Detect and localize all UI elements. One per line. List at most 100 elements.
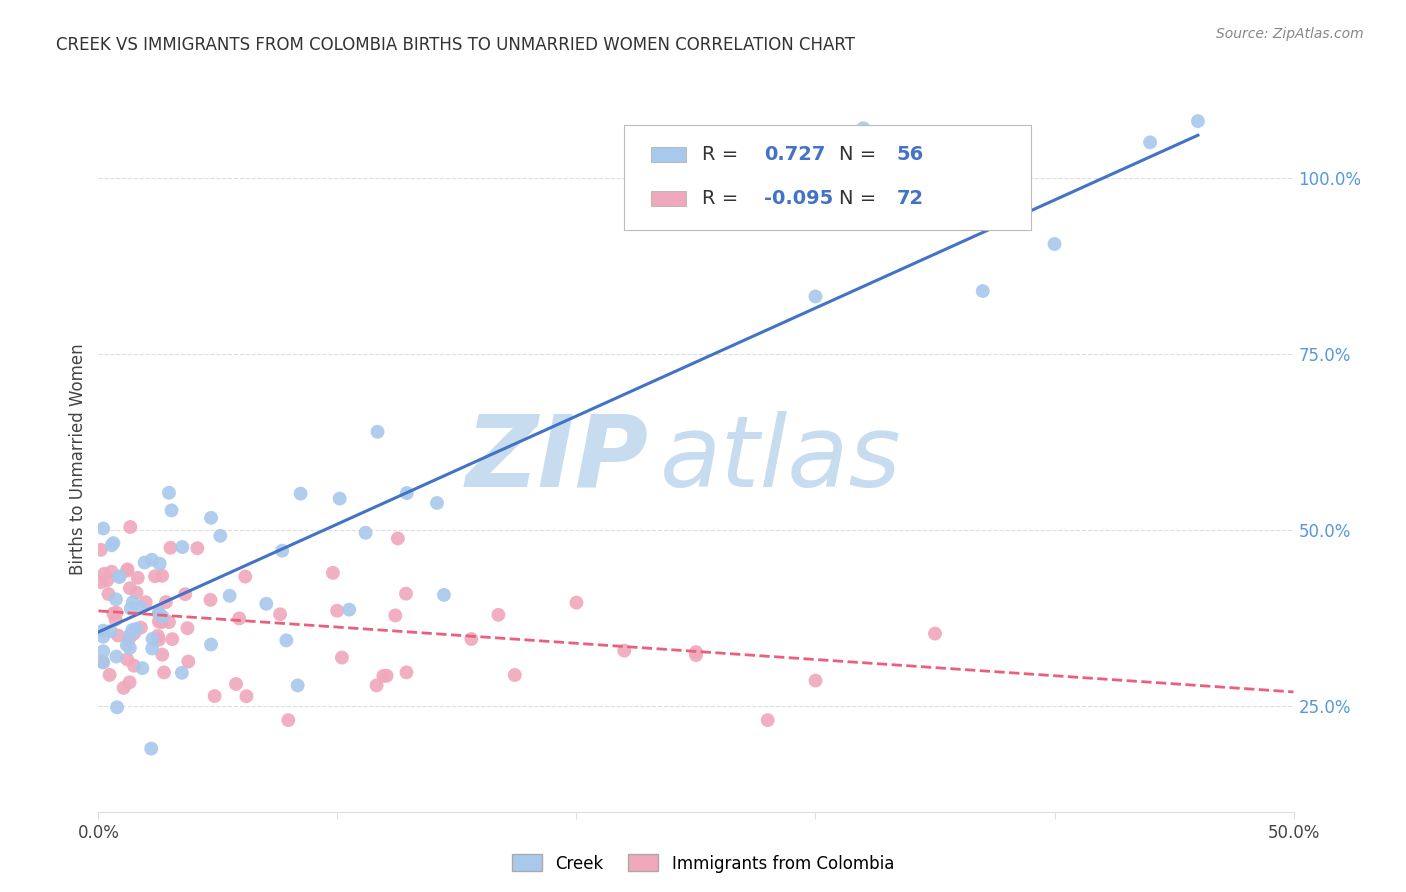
Point	[157, 485, 180, 500]
FancyBboxPatch shape	[624, 125, 1031, 230]
Point	[91, 521, 114, 535]
Point	[152, 610, 174, 624]
Point	[329, 491, 352, 506]
Point	[685, 645, 707, 659]
Point	[103, 536, 125, 550]
Point	[118, 632, 141, 646]
Point	[105, 606, 128, 620]
Point	[93, 566, 115, 581]
Point	[100, 624, 122, 639]
Point	[503, 668, 526, 682]
Point	[155, 595, 177, 609]
Point	[148, 615, 170, 629]
Point	[287, 678, 309, 692]
Point	[924, 626, 946, 640]
Point	[103, 607, 125, 621]
Point	[269, 607, 291, 622]
Point	[486, 607, 509, 622]
Point	[460, 632, 482, 646]
Point	[276, 633, 298, 648]
Point	[326, 604, 349, 618]
Point	[172, 540, 194, 554]
Point	[104, 613, 127, 627]
Point	[613, 643, 636, 657]
Point	[121, 623, 143, 637]
Point	[129, 621, 152, 635]
Point	[118, 675, 141, 690]
Point	[115, 652, 138, 666]
Point	[112, 681, 135, 695]
Point	[200, 592, 222, 607]
Point	[98, 668, 121, 682]
Point	[972, 284, 994, 298]
Point	[91, 630, 114, 644]
Point	[97, 587, 120, 601]
Point	[384, 608, 406, 623]
Point	[225, 677, 247, 691]
Point	[157, 615, 180, 629]
Point	[200, 638, 222, 652]
FancyBboxPatch shape	[651, 146, 686, 162]
Point	[148, 606, 170, 620]
Point	[204, 689, 226, 703]
Point	[149, 557, 172, 571]
Point	[354, 525, 377, 540]
Point	[148, 606, 170, 620]
Point	[107, 628, 129, 642]
Point	[120, 520, 142, 534]
Point	[235, 689, 257, 703]
Point	[565, 596, 588, 610]
Point	[176, 621, 198, 635]
Point	[150, 568, 173, 582]
Point	[91, 624, 114, 638]
Point	[804, 289, 827, 303]
Point	[91, 656, 114, 670]
Text: 72: 72	[897, 189, 924, 208]
Y-axis label: Births to Unmarried Women: Births to Unmarried Women	[69, 343, 87, 575]
Point	[115, 564, 138, 578]
Point	[1139, 136, 1161, 150]
Point	[685, 648, 707, 663]
Point	[148, 607, 170, 621]
Point	[100, 538, 122, 552]
Point	[209, 529, 232, 543]
Point	[105, 649, 128, 664]
Point	[160, 503, 183, 517]
Point	[105, 700, 128, 714]
Point	[129, 600, 152, 615]
Point	[127, 571, 149, 585]
Point	[117, 562, 139, 576]
Point	[141, 641, 163, 656]
Text: atlas: atlas	[661, 411, 901, 508]
Point	[120, 601, 142, 615]
Point	[146, 629, 169, 643]
Text: -0.095: -0.095	[763, 189, 834, 208]
FancyBboxPatch shape	[651, 191, 686, 206]
Point	[290, 486, 312, 500]
Text: CREEK VS IMMIGRANTS FROM COLOMBIA BIRTHS TO UNMARRIED WOMEN CORRELATION CHART: CREEK VS IMMIGRANTS FROM COLOMBIA BIRTHS…	[56, 36, 855, 54]
Point	[395, 665, 418, 680]
Point	[115, 638, 138, 652]
Point	[108, 570, 131, 584]
Text: 0.727: 0.727	[763, 145, 825, 164]
Point	[367, 425, 389, 439]
Point	[159, 541, 181, 555]
Text: ZIP: ZIP	[465, 411, 648, 508]
Point	[1043, 237, 1066, 252]
Point	[118, 629, 141, 643]
Point	[337, 602, 360, 616]
Point	[375, 669, 398, 683]
Point	[228, 611, 250, 625]
Point	[125, 585, 148, 599]
Point	[100, 565, 122, 579]
Point	[330, 650, 353, 665]
Point	[135, 595, 157, 609]
Point	[426, 496, 449, 510]
Point	[131, 661, 153, 675]
Text: R =: R =	[702, 145, 738, 164]
Legend: Creek, Immigrants from Colombia: Creek, Immigrants from Colombia	[505, 847, 901, 880]
Point	[143, 569, 166, 583]
Point	[90, 542, 112, 557]
Point	[254, 597, 277, 611]
Point	[141, 741, 163, 756]
